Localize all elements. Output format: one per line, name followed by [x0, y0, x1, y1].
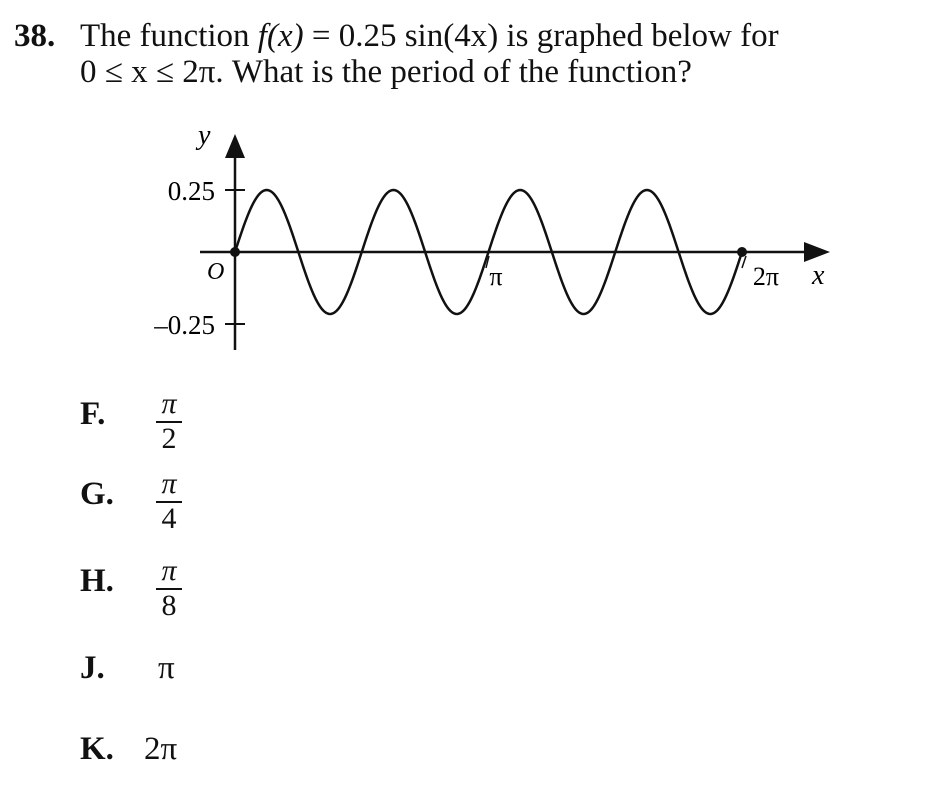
x-tick-2pi-label: 2π [753, 262, 779, 291]
choice-j[interactable]: J. π [80, 650, 175, 686]
question-line-1: 38. The function f(x) = 0.25 sin(4x) is g… [14, 18, 934, 54]
choice-k-text: 2π [144, 731, 178, 767]
choice-j-letter: J. [80, 650, 105, 686]
fraction-bar [156, 421, 182, 423]
question-stem: 38. The function f(x) = 0.25 sin(4x) is g… [14, 18, 934, 90]
choice-h[interactable]: H. [80, 563, 150, 599]
choice-j-text: π [158, 650, 175, 686]
fraction-bar [156, 501, 182, 503]
y-tick-top-label: 0.25 [168, 176, 215, 206]
choice-g-numerator: π [161, 467, 177, 500]
question-text-post: = 0.25 sin(4x) is graphed below for [303, 18, 779, 54]
fraction-bar [156, 588, 182, 590]
choice-h-numerator: π [161, 554, 177, 587]
question-line-2: 0 ≤ x ≤ 2π. What is the period of the fu… [80, 54, 692, 90]
question-text-pre: The function [80, 18, 258, 54]
graph-svg: y x O 0.25 –0.25 π 2π [153, 120, 830, 350]
choice-f-numerator: π [161, 387, 177, 420]
choice-g-denominator: 4 [161, 502, 177, 535]
choice-h-fraction: π 8 [156, 554, 182, 622]
choice-g[interactable]: G. [80, 476, 150, 512]
x-axis-label: x [811, 260, 825, 291]
x-tick-2pi-slash [741, 255, 747, 269]
origin-label: O [207, 259, 224, 285]
y-axis-label: y [195, 120, 211, 151]
sine-curve [233, 188, 744, 316]
y-axis-arrow [225, 134, 245, 158]
x-tick-pi-slash [485, 255, 490, 269]
choice-f[interactable]: F. [80, 396, 150, 432]
function-name: f(x) [257, 18, 304, 54]
x-tick-pi-label: π [489, 262, 502, 291]
choice-h-denominator: 8 [161, 589, 177, 622]
question-number: 38. [14, 18, 56, 54]
sine-graph: y x O 0.25 –0.25 π 2π [118, 118, 848, 358]
choice-h-letter: H. [80, 563, 114, 599]
y-tick-bottom-label: –0.25 [153, 310, 215, 340]
choice-k-letter: K. [80, 731, 114, 767]
choice-f-letter: F. [80, 396, 106, 432]
two-pi-point [737, 247, 747, 257]
choice-g-fraction: π 4 [156, 467, 182, 535]
choice-f-denominator: 2 [161, 422, 177, 455]
choice-k[interactable]: K. 2π [80, 731, 177, 767]
origin-point [230, 247, 240, 257]
x-axis-arrow [804, 242, 830, 262]
choice-g-letter: G. [80, 476, 114, 512]
choice-f-fraction: π 2 [156, 387, 182, 455]
